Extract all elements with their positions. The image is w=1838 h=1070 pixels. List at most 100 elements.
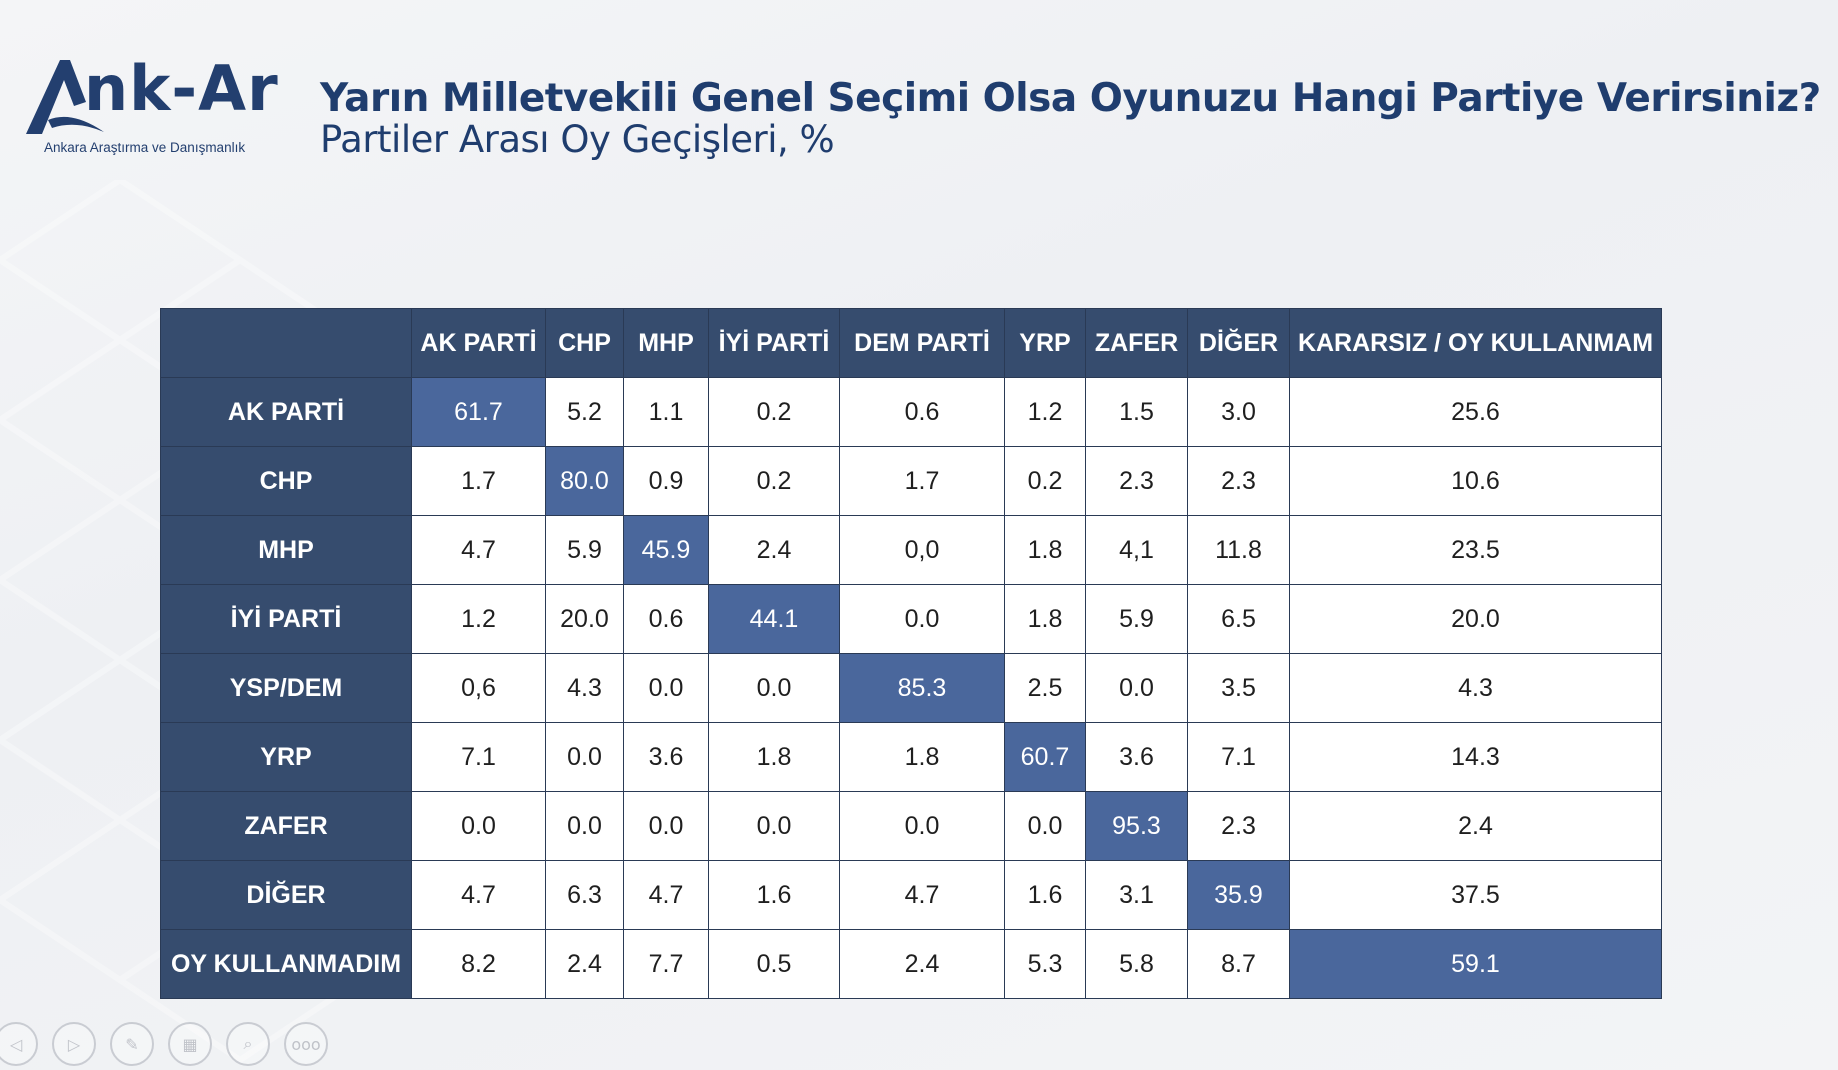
table-row: AK PARTİ 61.7 5.2 1.1 0.2 0.6 1.2 1.5 3.0 25.6 bbox=[160, 377, 1662, 447]
table-header-row: AK PARTİ CHP MHP İYİ PARTİ DEM PARTİ YRP ZAFER… bbox=[160, 308, 1662, 378]
row-header: YSP/DEM bbox=[160, 653, 412, 723]
row-header: DİĞER bbox=[160, 860, 412, 930]
table-cell: 2.4 bbox=[839, 929, 1005, 999]
table-cell: 0.0 bbox=[1004, 791, 1086, 861]
table-cell: 4.3 bbox=[1289, 653, 1662, 723]
table-cell: 2.4 bbox=[708, 515, 840, 585]
table-cell: 37.5 bbox=[1289, 860, 1662, 930]
table-cell: 5.9 bbox=[545, 515, 624, 585]
table-cell: 4.7 bbox=[623, 860, 709, 930]
table-row: OY KULLANMADIM 8.2 2.4 7.7 0.5 2.4 5.3 5.8 8.7 59… bbox=[160, 929, 1662, 999]
table-cell: 3.5 bbox=[1187, 653, 1290, 723]
row-header: AK PARTİ bbox=[160, 377, 412, 447]
column-header: ZAFER bbox=[1085, 308, 1188, 378]
column-header: AK PARTİ bbox=[411, 308, 546, 378]
table-cell-diagonal: 80.0 bbox=[545, 446, 624, 516]
table-cell-diagonal: 59.1 bbox=[1289, 929, 1662, 999]
column-header: DİĞER bbox=[1187, 308, 1290, 378]
table-cell: 10.6 bbox=[1289, 446, 1662, 516]
table-cell: 4.7 bbox=[411, 515, 546, 585]
table-cell: 7.7 bbox=[623, 929, 709, 999]
table-cell-diagonal: 61.7 bbox=[411, 377, 546, 447]
table-cell: 1.1 bbox=[623, 377, 709, 447]
table-cell: 0.0 bbox=[708, 653, 840, 723]
ankar-logo: nk-Ar Ankara Araştırma ve Danışmanlık bbox=[26, 52, 286, 162]
table-cell: 0,6 bbox=[411, 653, 546, 723]
pen-icon[interactable]: ✎ bbox=[110, 1022, 154, 1066]
row-header: OY KULLANMADIM bbox=[160, 929, 412, 999]
table-cell-diagonal: 35.9 bbox=[1187, 860, 1290, 930]
table-cell: 2.5 bbox=[1004, 653, 1086, 723]
table-cell: 1.8 bbox=[1004, 584, 1086, 654]
column-header: YRP bbox=[1004, 308, 1086, 378]
zoom-icon[interactable]: ⌕ bbox=[226, 1022, 270, 1066]
table-row: CHP 1.7 80.0 0.9 0.2 1.7 0.2 2.3 2.3 10.6 bbox=[160, 446, 1662, 516]
table-cell-diagonal: 60.7 bbox=[1004, 722, 1086, 792]
table-cell: 1.8 bbox=[1004, 515, 1086, 585]
table-cell: 0.0 bbox=[1085, 653, 1188, 723]
table-cell: 2.3 bbox=[1085, 446, 1188, 516]
column-header: MHP bbox=[623, 308, 709, 378]
table-cell: 0.0 bbox=[708, 791, 840, 861]
table-cell: 0.0 bbox=[623, 653, 709, 723]
table-cell: 0.0 bbox=[839, 791, 1005, 861]
table-cell: 3.6 bbox=[1085, 722, 1188, 792]
table-cell: 0.9 bbox=[623, 446, 709, 516]
logo-a-mark-icon bbox=[26, 60, 104, 134]
table-row: DİĞER 4.7 6.3 4.7 1.6 4.7 1.6 3.1 35.9 37.5 bbox=[160, 860, 1662, 930]
table-cell: 2.4 bbox=[1289, 791, 1662, 861]
table-cell: 1.8 bbox=[708, 722, 840, 792]
table-cell: 5.3 bbox=[1004, 929, 1086, 999]
prev-slide-icon[interactable]: ◁ bbox=[0, 1022, 38, 1066]
table-cell: 4.7 bbox=[411, 860, 546, 930]
table-cell-diagonal: 44.1 bbox=[708, 584, 840, 654]
table-cell: 8.7 bbox=[1187, 929, 1290, 999]
table-cell: 1.2 bbox=[1004, 377, 1086, 447]
column-header: KARARSIZ / OY KULLANMAM bbox=[1289, 308, 1662, 378]
table-row: MHP 4.7 5.9 45.9 2.4 0,0 1.8 4,1 11.8 23.5 bbox=[160, 515, 1662, 585]
table-row: YSP/DEM 0,6 4.3 0.0 0.0 85.3 2.5 0.0 3.5 4.3 bbox=[160, 653, 1662, 723]
table-cell: 3.0 bbox=[1187, 377, 1290, 447]
page-subtitle: Partiler Arası Oy Geçişleri, % bbox=[320, 118, 835, 161]
column-header: CHP bbox=[545, 308, 624, 378]
table-cell: 2.4 bbox=[545, 929, 624, 999]
table-cell-diagonal: 45.9 bbox=[623, 515, 709, 585]
row-header: İYİ PARTİ bbox=[160, 584, 412, 654]
table-cell: 14.3 bbox=[1289, 722, 1662, 792]
page-title: Yarın Milletvekili Genel Seçimi Olsa Oyu… bbox=[320, 76, 1821, 121]
table-cell: 7.1 bbox=[1187, 722, 1290, 792]
logo-wordmark: nk-Ar bbox=[84, 52, 279, 125]
table-cell: 0.5 bbox=[708, 929, 840, 999]
table-cell: 20.0 bbox=[1289, 584, 1662, 654]
table-cell: 5.2 bbox=[545, 377, 624, 447]
table-cell: 0.0 bbox=[411, 791, 546, 861]
table-row: ZAFER 0.0 0.0 0.0 0.0 0.0 0.0 95.3 2.3 2.4 bbox=[160, 791, 1662, 861]
table-cell: 0.2 bbox=[708, 446, 840, 516]
table-cell: 20.0 bbox=[545, 584, 624, 654]
row-header: CHP bbox=[160, 446, 412, 516]
table-cell: 0.0 bbox=[545, 791, 624, 861]
table-cell: 0.0 bbox=[545, 722, 624, 792]
table-cell: 25.6 bbox=[1289, 377, 1662, 447]
table-cell: 0.0 bbox=[623, 791, 709, 861]
table-cell: 0.2 bbox=[1004, 446, 1086, 516]
table-cell: 4.7 bbox=[839, 860, 1005, 930]
table-row: İYİ PARTİ 1.2 20.0 0.6 44.1 0.0 1.8 5.9 6.5 20.0 bbox=[160, 584, 1662, 654]
table-cell: 1.5 bbox=[1085, 377, 1188, 447]
next-slide-icon[interactable]: ▷ bbox=[52, 1022, 96, 1066]
table-cell: 0.0 bbox=[839, 584, 1005, 654]
table-cell: 1.8 bbox=[839, 722, 1005, 792]
more-options-icon[interactable]: ooo bbox=[284, 1022, 328, 1066]
table-cell: 2.3 bbox=[1187, 446, 1290, 516]
table-cell: 1.6 bbox=[1004, 860, 1086, 930]
slides-grid-icon[interactable]: ▦ bbox=[168, 1022, 212, 1066]
table-cell: 23.5 bbox=[1289, 515, 1662, 585]
table-cell: 3.6 bbox=[623, 722, 709, 792]
table-cell: 4.3 bbox=[545, 653, 624, 723]
table-cell-diagonal: 85.3 bbox=[839, 653, 1005, 723]
table-cell-diagonal: 95.3 bbox=[1085, 791, 1188, 861]
table-cell: 11.8 bbox=[1187, 515, 1290, 585]
table-cell: 6.5 bbox=[1187, 584, 1290, 654]
table-cell: 0,0 bbox=[839, 515, 1005, 585]
column-header: DEM PARTİ bbox=[839, 308, 1005, 378]
